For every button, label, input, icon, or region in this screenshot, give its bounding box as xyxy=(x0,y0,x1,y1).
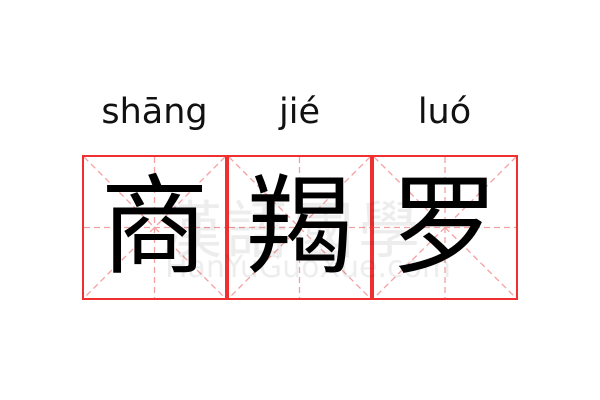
hanzi: 罗 xyxy=(390,165,499,290)
pinyin-1: jié xyxy=(279,92,320,132)
pinyin-2: luó xyxy=(417,92,472,132)
guide-lines xyxy=(374,157,516,298)
hanzi: 商 xyxy=(100,165,209,290)
character-cell-0: 商 xyxy=(82,155,227,300)
pinyin-0: shāng xyxy=(101,92,208,132)
hanzi: 羯 xyxy=(245,165,354,290)
character-cell-1: 羯 xyxy=(227,155,372,300)
character-cell-2: 罗 xyxy=(372,155,518,300)
guide-lines xyxy=(229,157,370,298)
guide-lines xyxy=(84,157,225,298)
character-grid: 商 羯 罗 xyxy=(82,155,518,300)
